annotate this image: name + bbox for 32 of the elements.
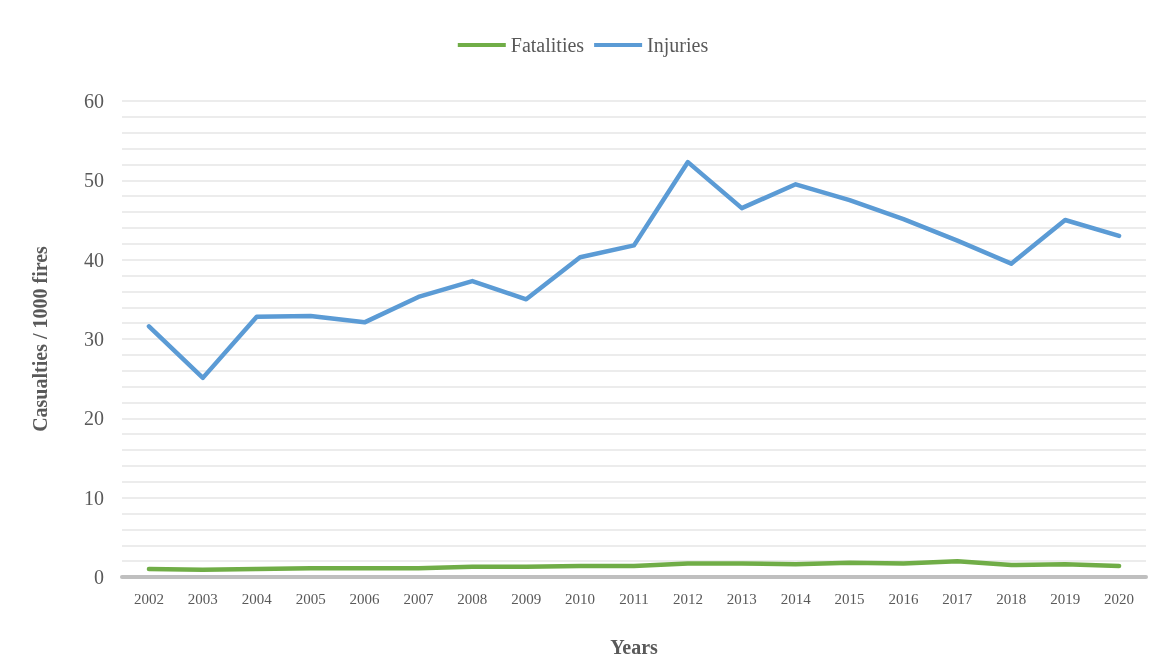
- x-tick-label: 2019: [1050, 590, 1081, 607]
- x-tick-label: 2010: [565, 590, 596, 607]
- y-tick-label: 30: [84, 328, 104, 350]
- y-tick-label: 20: [84, 407, 104, 430]
- y-tick-label: 40: [84, 248, 104, 271]
- x-tick-label: 2015: [834, 590, 865, 607]
- y-tick-label: 0: [94, 566, 104, 588]
- x-tick-label: 2020: [1104, 590, 1135, 607]
- x-tick-label: 2006: [349, 590, 381, 607]
- y-tick-label: 60: [84, 90, 104, 112]
- x-tick-label: 2009: [511, 590, 542, 607]
- x-tick-label: 2003: [187, 590, 218, 607]
- x-tick-label: 2005: [295, 590, 326, 607]
- y-tick-label: 10: [84, 486, 104, 509]
- line-series: [146, 159, 1122, 381]
- x-tick-label: 2016: [888, 590, 919, 607]
- x-tick-label: 2018: [996, 590, 1027, 607]
- x-tick-label: 2014: [780, 590, 812, 607]
- x-tick-label: 2004: [241, 590, 273, 607]
- line-series: [146, 558, 1122, 573]
- x-tick-label: 2008: [457, 590, 488, 607]
- x-tick-label: 2002: [133, 590, 164, 607]
- x-tick-label: 2017: [942, 590, 973, 607]
- legend-label: Injuries: [647, 34, 709, 57]
- legend-label: Fatalities: [510, 34, 585, 56]
- y-tick-label: 50: [84, 169, 104, 192]
- x-tick-label: 2012: [672, 590, 703, 607]
- y-axis-title: Casualties / 1000 fires: [29, 245, 51, 432]
- x-axis-title: Years: [610, 636, 659, 658]
- x-tick-label: 2013: [726, 590, 757, 607]
- x-tick-label: 2007: [403, 590, 434, 607]
- x-tick-label: 2011: [619, 590, 649, 607]
